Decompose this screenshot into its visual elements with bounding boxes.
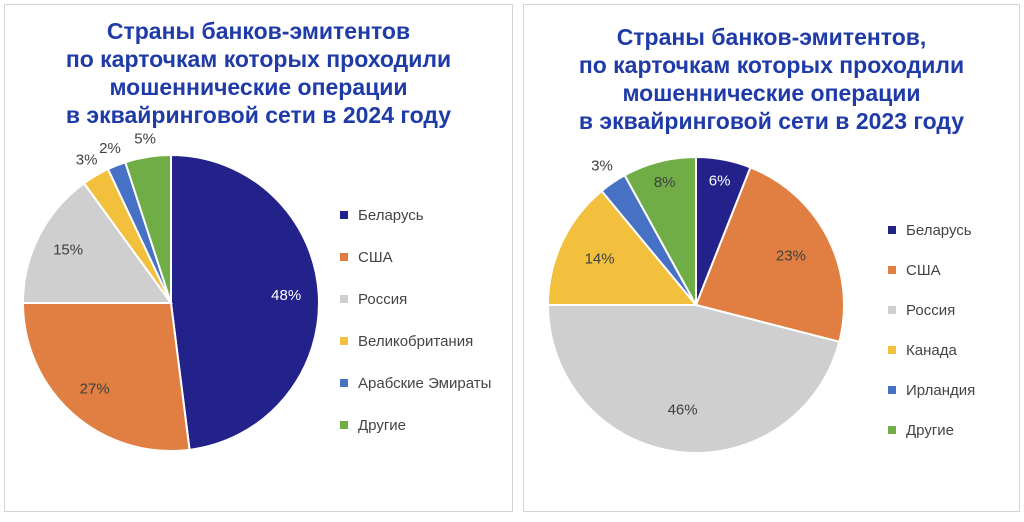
legend-swatch bbox=[888, 386, 896, 394]
pie-chart-2024: 48% 27% 15% 3%2% 5% bbox=[21, 130, 320, 452]
legend-item: США bbox=[888, 260, 975, 280]
legend-swatch bbox=[340, 211, 348, 219]
pie-slice bbox=[623, 155, 697, 306]
chart-title-2023: Страны банков-эмитентов, по карточкам ко… bbox=[578, 24, 965, 134]
pie-chart-2023: 6% 23% 46% 14% 3% 8% bbox=[546, 155, 845, 454]
legend-item: США bbox=[340, 247, 491, 267]
legend-swatch bbox=[888, 426, 896, 434]
data-label: 2% bbox=[99, 140, 121, 157]
data-label: 8% bbox=[654, 174, 676, 191]
legend-label: Арабские Эмираты bbox=[358, 374, 492, 392]
pie-slice bbox=[124, 153, 172, 304]
legend-swatch bbox=[888, 226, 896, 234]
legend-label: США bbox=[358, 248, 393, 266]
legend-item: Канада bbox=[888, 340, 975, 360]
legend-item: Арабские Эмираты bbox=[340, 373, 491, 393]
legend-item: Другие bbox=[340, 415, 491, 435]
data-label: 15% bbox=[53, 242, 83, 259]
legend-label: Ирландия bbox=[906, 381, 976, 399]
legend-item: Россия bbox=[888, 300, 975, 320]
legend-item: Ирландия bbox=[888, 380, 975, 400]
pie-slice bbox=[170, 153, 320, 451]
legend-item: Другие bbox=[888, 420, 975, 440]
chart-panel-2023: Страны банков-эмитентов, по карточкам ко… bbox=[523, 4, 1020, 512]
pie-slice bbox=[21, 302, 191, 452]
legend-item: Россия bbox=[340, 289, 491, 309]
data-label: 5% bbox=[134, 130, 156, 147]
data-label: 48% bbox=[271, 287, 301, 304]
legend-item: Великобритания bbox=[340, 331, 491, 351]
pie-slice bbox=[546, 304, 841, 454]
data-label: 3% bbox=[76, 151, 98, 168]
data-label: 46% bbox=[668, 402, 698, 419]
data-label: 6% bbox=[709, 172, 731, 189]
legend-item: Беларусь bbox=[888, 220, 975, 240]
legend-swatch bbox=[340, 337, 348, 345]
legend-swatch bbox=[340, 421, 348, 429]
legend-label: Другие bbox=[358, 416, 407, 434]
pie-slice bbox=[546, 189, 699, 306]
pie-slice bbox=[21, 181, 173, 304]
legend-label: Беларусь bbox=[906, 221, 972, 239]
chart-title-2024: Страны банков-эмитентов по карточкам кот… bbox=[65, 18, 452, 128]
legend-swatch bbox=[340, 295, 348, 303]
legend-label: Другие bbox=[906, 421, 955, 439]
legend-swatch bbox=[340, 253, 348, 261]
legend-swatch bbox=[340, 379, 348, 387]
data-label: 14% bbox=[585, 251, 615, 268]
legend-item: Беларусь bbox=[340, 205, 491, 225]
legend-label: Россия bbox=[358, 290, 408, 308]
data-label: 27% bbox=[80, 381, 110, 398]
data-label: 3% bbox=[591, 158, 613, 175]
pie-slice bbox=[694, 166, 845, 344]
data-label: 23% bbox=[776, 248, 806, 265]
legend-label: США bbox=[906, 261, 941, 279]
legend-swatch bbox=[888, 266, 896, 274]
legend-label: Беларусь bbox=[358, 206, 424, 224]
legend-label: Россия bbox=[906, 301, 956, 319]
legend-label: Великобритания bbox=[358, 332, 474, 350]
legend-label: Канада bbox=[906, 341, 957, 359]
legend-2024: Беларусь США Россия Великобритания Арабс… bbox=[340, 205, 491, 457]
chart-panel-2024: Страны банков-эмитентов по карточкам кот… bbox=[4, 4, 513, 512]
legend-swatch bbox=[888, 346, 896, 354]
legend-swatch bbox=[888, 306, 896, 314]
legend-2023: Беларусь США Россия Канада Ирландия Друг… bbox=[888, 220, 975, 460]
